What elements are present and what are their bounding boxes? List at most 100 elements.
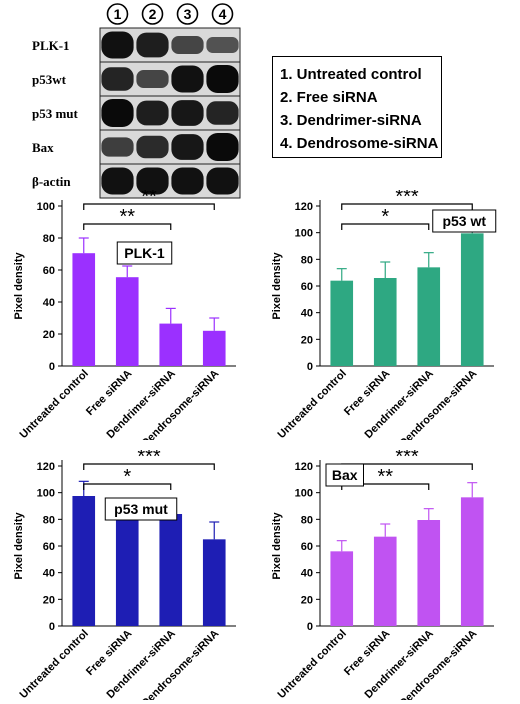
x-tick-label-4: Dendrosome-siRNA xyxy=(139,628,221,700)
y-tick-label: 0 xyxy=(307,621,313,633)
lane-circle-2 xyxy=(141,3,164,25)
plk1-bar-chart: 0 20 40 60 80 100 Pixel density Untreated contr… xyxy=(13,190,236,440)
significance-bracket-2 xyxy=(83,463,215,470)
bar-1 xyxy=(72,496,96,626)
blot-row-3 xyxy=(99,129,241,165)
y-tick-label: 40 xyxy=(301,308,313,320)
blot-row-label: p53wt xyxy=(32,72,67,87)
blot-row-1 xyxy=(99,61,241,97)
bar-4 xyxy=(202,330,226,366)
bar-4 xyxy=(460,233,484,366)
blot-row-label: PLK-1 xyxy=(32,38,70,53)
blot-band xyxy=(101,137,134,157)
significance-label-2: *** xyxy=(395,450,419,468)
lane-circle-3 xyxy=(176,3,199,25)
blot-band xyxy=(171,35,204,55)
blot-band xyxy=(206,65,239,93)
y-tick-label: 100 xyxy=(295,488,313,500)
chart-title-box xyxy=(325,463,364,487)
y-tick-label: 40 xyxy=(43,297,55,309)
y-tick-label: 100 xyxy=(37,201,55,213)
y-tick-label: 0 xyxy=(49,361,55,373)
bar-2 xyxy=(373,536,397,626)
x-tick-label-1: Untreated control xyxy=(18,628,91,700)
blot-row-label: β-actin xyxy=(32,174,71,189)
significance-label-2: *** xyxy=(137,450,161,468)
chart-title: p53 wt xyxy=(442,213,486,229)
y-tick-label: 80 xyxy=(43,514,55,526)
bar-1 xyxy=(330,280,354,366)
y-tick-label: 0 xyxy=(49,621,55,633)
blot-row-2 xyxy=(99,95,241,131)
y-tick-label: 20 xyxy=(301,334,313,346)
blot-band xyxy=(171,65,204,93)
significance-label-1: ** xyxy=(119,206,135,228)
x-tick-label-4: Dendrosome-siRNA xyxy=(397,368,479,440)
y-tick-label: 40 xyxy=(301,568,313,580)
blot-band xyxy=(206,37,239,53)
legend-item-3: 3. Dendrimer-siRNA xyxy=(280,112,422,129)
x-tick-label-1: Untreated control xyxy=(18,368,91,440)
blot-band xyxy=(136,32,169,58)
legend-box: 1. Untreated control 2. Free siRNA 3. De… xyxy=(272,56,442,158)
significance-bracket-1 xyxy=(83,483,172,490)
y-axis-label: Pixel density xyxy=(271,251,283,319)
chart-title-box xyxy=(104,497,178,521)
chart-title-box xyxy=(116,241,173,265)
p53wt-bar-chart: 0 20 40 60 80 100 120 Pixel density Untreated co… xyxy=(271,190,497,440)
lane-circle-4 xyxy=(211,3,234,25)
legend-item-4: 4. Dendrosome-siRNA xyxy=(280,135,439,152)
chart-title: p53 mut xyxy=(114,501,168,517)
blot-band xyxy=(136,135,169,159)
significance-bracket-1 xyxy=(83,223,172,230)
bar-3 xyxy=(159,514,183,626)
bar-3 xyxy=(417,267,441,366)
y-tick-label: 120 xyxy=(37,461,55,473)
blot-band xyxy=(101,167,134,195)
significance-label-2: ** xyxy=(141,190,157,208)
y-tick-label: 100 xyxy=(37,488,55,500)
y-axis-label: Pixel density xyxy=(13,251,25,319)
significance-bracket-1 xyxy=(341,223,430,230)
blot-row-label: Bax xyxy=(32,140,54,155)
blot-band xyxy=(206,101,239,125)
legend-item-1: 1. Untreated control xyxy=(280,66,422,83)
blot-row-4 xyxy=(99,163,241,199)
y-axis-label: Pixel density xyxy=(271,511,283,579)
lane-number-3: 3 xyxy=(184,6,192,22)
y-tick-label: 60 xyxy=(301,281,313,293)
y-tick-label: 60 xyxy=(43,265,55,277)
blot-band xyxy=(206,167,239,195)
x-tick-label-4: Dendrosome-siRNA xyxy=(139,368,221,440)
blot-band xyxy=(101,99,134,127)
y-tick-label: 60 xyxy=(43,541,55,553)
chart-title-box xyxy=(432,209,497,233)
y-tick-label: 120 xyxy=(295,201,313,213)
bax-bar-chart: 0 20 40 60 80 100 120 Pixel density Untreated co… xyxy=(271,450,494,700)
x-tick-label-4: Dendrosome-siRNA xyxy=(397,628,479,700)
y-tick-label: 80 xyxy=(43,233,55,245)
p53mut-bar-chart: 0 20 40 60 80 100 120 Pixel density Untreated co… xyxy=(13,450,236,700)
blot-band xyxy=(101,31,134,59)
blot-band xyxy=(136,100,169,126)
significance-bracket-2 xyxy=(341,203,473,210)
significance-label-1: * xyxy=(123,466,131,488)
y-tick-label: 120 xyxy=(295,461,313,473)
lane-number-2: 2 xyxy=(149,6,157,22)
y-axis-label: Pixel density xyxy=(13,511,25,579)
bar-2 xyxy=(115,277,139,366)
y-tick-label: 80 xyxy=(301,254,313,266)
blot-band xyxy=(206,133,239,161)
blot-band xyxy=(171,167,204,195)
bar-4 xyxy=(460,497,484,626)
bar-2 xyxy=(115,516,139,626)
bar-1 xyxy=(330,551,354,626)
lane-number-4: 4 xyxy=(219,6,227,22)
blot-band xyxy=(136,167,169,195)
blot-band xyxy=(101,67,134,91)
significance-label-2: *** xyxy=(395,190,419,208)
y-tick-label: 20 xyxy=(43,594,55,606)
blot-band xyxy=(171,100,204,126)
lane-circle-1 xyxy=(106,3,129,25)
lane-number-1: 1 xyxy=(114,6,122,22)
